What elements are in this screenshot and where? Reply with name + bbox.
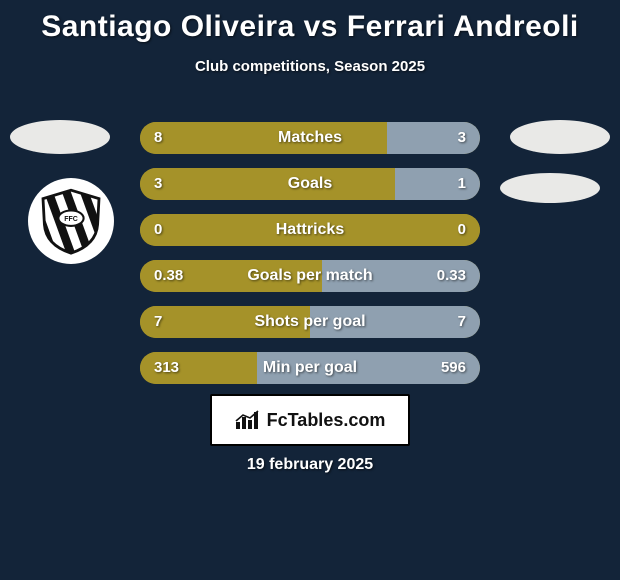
brand-label: FcTables.com <box>267 410 386 431</box>
svg-text:FFC: FFC <box>64 216 78 223</box>
brand-box: FcTables.com <box>210 394 410 446</box>
stat-row: 0.380.33Goals per match <box>140 260 480 292</box>
player-right-badge-2 <box>500 173 600 203</box>
club-logo: FFC <box>28 178 114 264</box>
subtitle: Club competitions, Season 2025 <box>0 58 620 75</box>
stat-row: 313596Min per goal <box>140 352 480 384</box>
player-right-badge <box>510 120 610 154</box>
stat-row: 83Matches <box>140 122 480 154</box>
stat-label: Goals per match <box>140 260 480 292</box>
page-title: Santiago Oliveira vs Ferrari Andreoli <box>0 0 620 44</box>
stat-row: 77Shots per goal <box>140 306 480 338</box>
bar-chart-icon <box>235 410 261 430</box>
stat-label: Goals <box>140 168 480 200</box>
stat-row: 00Hattricks <box>140 214 480 246</box>
stat-label: Hattricks <box>140 214 480 246</box>
stat-label: Shots per goal <box>140 306 480 338</box>
date-label: 19 february 2025 <box>0 456 620 474</box>
stat-label: Min per goal <box>140 352 480 384</box>
comparison-chart: 83Matches 31Goals 00Hattricks 0.380.33Goals… <box>140 122 480 398</box>
stat-row: 31Goals <box>140 168 480 200</box>
shield-icon: FFC <box>36 186 106 256</box>
player-left-badge <box>10 120 110 154</box>
stat-label: Matches <box>140 122 480 154</box>
